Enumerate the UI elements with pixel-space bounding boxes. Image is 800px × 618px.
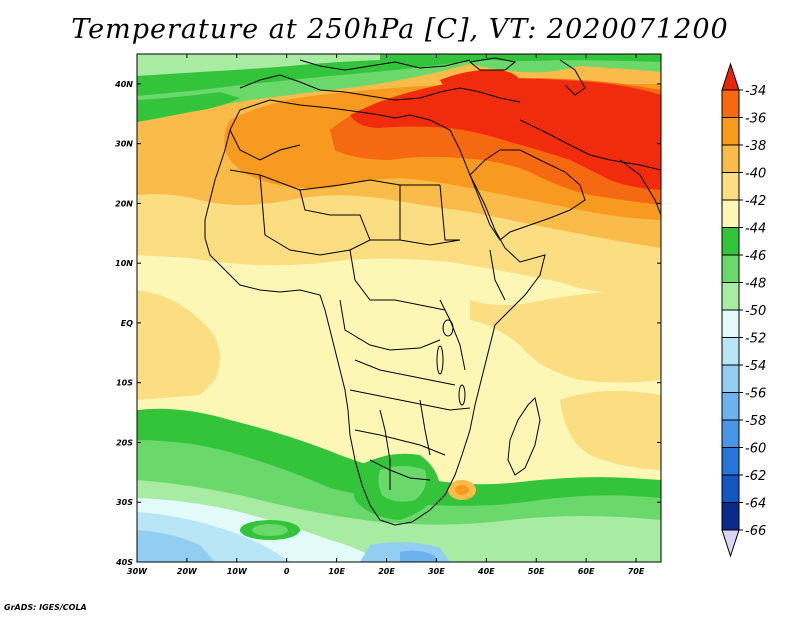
colorbar-segment — [721, 392, 740, 421]
lon-tick-label: 50E — [528, 567, 545, 576]
colorbar-label: -46 — [745, 249, 766, 264]
colorbar-label: -48 — [745, 277, 766, 292]
colorbar-label: -64 — [745, 497, 766, 512]
lon-tick-label: 70E — [628, 567, 645, 576]
colorbar-segment — [721, 117, 740, 146]
lat-tick-label: EQ — [121, 319, 133, 328]
colorbar-segment — [721, 309, 740, 338]
colorbar-label: -38 — [745, 139, 766, 154]
lat-tick-label: 40S — [115, 558, 133, 567]
longitude-axis: 30W 20W 10W 0 10E 20E 30E 40E 50E 60E 70E — [127, 54, 645, 576]
colorbar-segment — [721, 447, 740, 476]
lon-tick-label: 20W — [177, 567, 198, 576]
colorbar-segment — [721, 172, 740, 201]
lon-tick-label: 60E — [578, 567, 595, 576]
colorbar-label: -52 — [745, 332, 766, 347]
latitude-axis: 40N 30N 20N 10N EQ 10S 20S 30S 40S — [114, 80, 661, 567]
colorbar-label: -44 — [745, 222, 766, 237]
colorbar-bottom-arrow — [721, 529, 740, 558]
colorbar-segment — [721, 474, 740, 503]
lat-tick-label: 20N — [115, 199, 133, 208]
lon-tick-label: 30W — [127, 567, 148, 576]
colorbar-label: -42 — [745, 194, 766, 209]
lon-tick-label: 10E — [328, 567, 345, 576]
colorbar-segment — [721, 227, 740, 256]
colorbar-segment — [721, 502, 740, 531]
colorbar-segment — [721, 337, 740, 366]
grads-credit: GrADS: IGES/COLA — [4, 603, 87, 612]
colorbar-label: -60 — [745, 442, 766, 457]
coastlines — [204, 57, 661, 526]
lon-tick-label: 0 — [284, 567, 290, 576]
colorbar-label: -62 — [745, 469, 766, 484]
lon-tick-label: 40E — [477, 567, 495, 576]
map-title: Temperature at 250hPa [C], VT: 202007120… — [71, 14, 729, 45]
lat-tick-label: 10N — [115, 259, 133, 268]
lon-tick-label: 10W — [227, 567, 248, 576]
colorbar: -34 -36 -38 -40 -42 -44 -46 -48 -50 -52 -54 -56 -58 -… — [721, 62, 766, 558]
colorbar-label: -34 — [745, 84, 766, 99]
colorbar-label: -50 — [745, 304, 766, 319]
temperature-field — [137, 54, 661, 562]
colorbar-label: -56 — [745, 387, 766, 402]
colorbar-segment — [721, 254, 740, 283]
colorbar-segment — [721, 89, 740, 118]
lat-tick-label: 40N — [114, 80, 133, 89]
colorbar-label: -54 — [745, 359, 766, 374]
colorbar-label: -36 — [745, 112, 766, 127]
colorbar-segment — [721, 419, 740, 448]
colorbar-top-arrow — [721, 62, 740, 91]
map-frame — [136, 53, 662, 563]
lat-tick-label: 20S — [116, 438, 133, 447]
lat-tick-label: 10S — [116, 379, 133, 388]
lat-tick-label: 30N — [115, 140, 133, 149]
colorbar-segment — [721, 199, 740, 228]
colorbar-label: -40 — [745, 167, 766, 182]
colorbar-label: -58 — [745, 414, 766, 429]
lon-tick-label: 20E — [378, 567, 395, 576]
colorbar-segment — [721, 144, 740, 173]
lon-tick-label: 30E — [428, 567, 445, 576]
lat-tick-label: 30S — [116, 498, 133, 507]
colorbar-segment — [721, 364, 740, 393]
colorbar-segment — [721, 282, 740, 311]
colorbar-label: -66 — [745, 524, 766, 539]
